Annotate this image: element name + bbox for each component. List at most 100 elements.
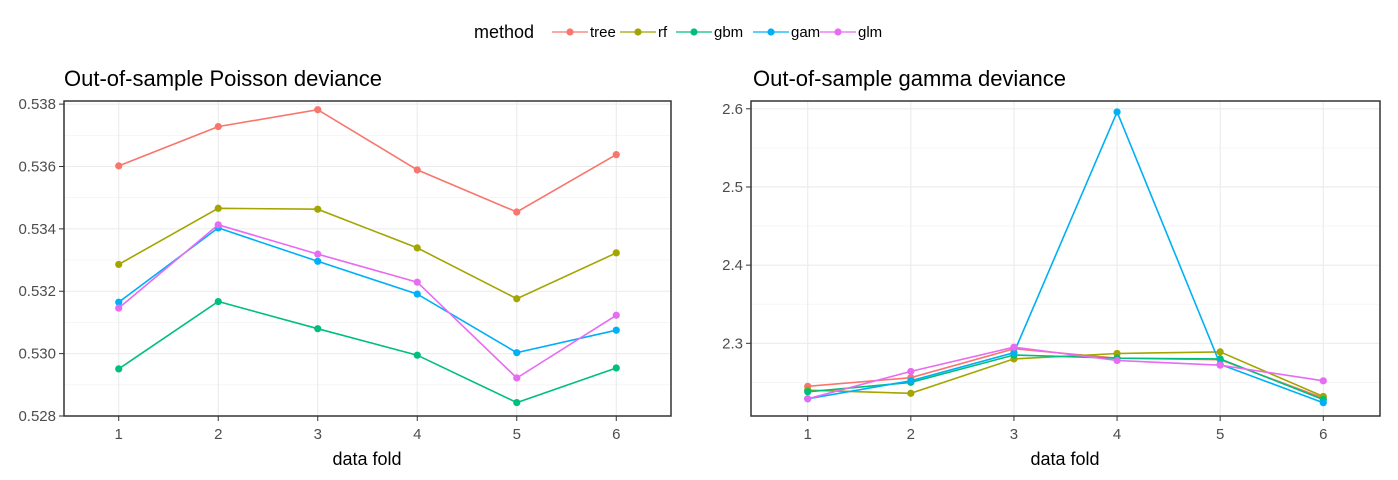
legend-key-point-gam bbox=[767, 28, 775, 36]
x-tick-label: 3 bbox=[314, 426, 322, 443]
data-point-gam bbox=[413, 290, 421, 298]
data-point-rf bbox=[1216, 348, 1224, 356]
data-point-rf bbox=[115, 260, 123, 269]
legend-label-glm: glm bbox=[858, 24, 882, 41]
x-tick-label: 1 bbox=[804, 426, 812, 443]
x-tick-label: 2 bbox=[214, 426, 222, 443]
series-gbm-gamma bbox=[804, 351, 1327, 404]
series-line-tree bbox=[118, 108, 617, 213]
data-point-rf bbox=[513, 295, 521, 303]
gamma-deviance-panel: Out-of-sample gamma deviance data fold 2… bbox=[722, 66, 1381, 469]
y-tick-label: 2.3 bbox=[722, 335, 743, 352]
y-tick-label: 2.4 bbox=[722, 257, 743, 274]
data-point-glm bbox=[1216, 361, 1224, 369]
series-line-gam bbox=[807, 109, 1324, 404]
data-point-gbm bbox=[115, 365, 123, 373]
series-glm-poisson bbox=[115, 221, 620, 382]
y-tick-label: 0.536 bbox=[18, 158, 56, 175]
data-point-glm bbox=[413, 278, 421, 286]
data-point-glm bbox=[1010, 343, 1018, 351]
series-line-gam bbox=[118, 227, 617, 354]
y-tick-label: 0.534 bbox=[18, 221, 56, 238]
panel-border-gamma bbox=[750, 100, 1381, 417]
data-point-rf bbox=[612, 249, 620, 257]
x-tick-label: 3 bbox=[1010, 426, 1018, 443]
y-tick-label: 0.538 bbox=[18, 96, 56, 113]
x-tick-label: 2 bbox=[907, 426, 915, 443]
x-tick-label: 6 bbox=[1319, 426, 1327, 443]
data-point-gbm bbox=[214, 297, 222, 306]
data-point-tree bbox=[612, 151, 620, 159]
data-point-gam bbox=[1319, 399, 1327, 407]
series-line-gbm bbox=[118, 300, 617, 404]
x-tick-label: 6 bbox=[612, 426, 620, 443]
data-point-gbm bbox=[314, 325, 322, 333]
legend-key-point-tree bbox=[566, 28, 574, 36]
legend-label-gbm: gbm bbox=[714, 24, 743, 41]
data-point-glm bbox=[314, 250, 322, 258]
data-point-rf bbox=[314, 205, 322, 213]
y-tick-label: 0.530 bbox=[18, 346, 56, 363]
data-point-gam bbox=[1113, 108, 1121, 116]
chart-title-gamma: Out-of-sample gamma deviance bbox=[753, 66, 1066, 91]
legend-label-gam: gam bbox=[791, 24, 820, 41]
series-gam-poisson bbox=[115, 224, 620, 357]
data-point-glm bbox=[1113, 356, 1121, 365]
data-point-glm bbox=[513, 374, 521, 382]
data-point-gam bbox=[907, 377, 915, 385]
series-line-rf bbox=[118, 207, 617, 300]
series-gam-gamma bbox=[804, 108, 1327, 407]
data-point-tree bbox=[115, 162, 123, 170]
data-point-rf bbox=[214, 204, 222, 212]
data-point-tree bbox=[314, 106, 322, 114]
data-point-gam bbox=[612, 326, 620, 334]
grid-poisson bbox=[64, 101, 671, 417]
data-point-gbm bbox=[804, 388, 812, 396]
data-point-tree bbox=[214, 122, 222, 131]
y-tick-label: 2.6 bbox=[722, 101, 743, 118]
data-point-glm bbox=[115, 304, 123, 312]
grid-gamma bbox=[751, 101, 1380, 416]
y-tick-label: 0.528 bbox=[18, 408, 56, 425]
data-point-tree bbox=[413, 166, 421, 174]
data-point-glm bbox=[612, 311, 620, 319]
x-tick-label: 1 bbox=[115, 426, 123, 443]
series-line-glm bbox=[118, 223, 617, 380]
data-point-glm bbox=[907, 367, 915, 376]
data-point-glm bbox=[214, 221, 222, 229]
chart-title-poisson: Out-of-sample Poisson deviance bbox=[64, 66, 382, 91]
data-point-gam bbox=[513, 349, 521, 357]
data-point-gam bbox=[115, 298, 123, 306]
x-tick-label: 4 bbox=[1113, 426, 1121, 443]
legend: method tree rf gbm gam glm bbox=[474, 22, 882, 42]
legend-title: method bbox=[474, 22, 534, 42]
data-point-rf bbox=[907, 389, 915, 397]
legend-label-tree: tree bbox=[590, 24, 616, 41]
data-point-gam bbox=[1010, 349, 1018, 357]
y-tick-label: 0.532 bbox=[18, 283, 56, 300]
data-point-gbm bbox=[612, 364, 620, 372]
series-gbm-poisson bbox=[115, 297, 620, 407]
x-axis-label-gamma: data fold bbox=[1030, 449, 1099, 469]
data-point-tree bbox=[513, 208, 521, 216]
panel-border-poisson bbox=[63, 100, 672, 417]
y-tick-label: 2.5 bbox=[722, 179, 743, 196]
legend-key-point-gbm bbox=[690, 28, 698, 36]
legend-key-point-glm bbox=[834, 28, 842, 36]
data-point-glm bbox=[804, 395, 812, 403]
legend-label-rf: rf bbox=[658, 24, 668, 41]
x-tick-label: 4 bbox=[413, 426, 421, 443]
data-point-glm bbox=[1319, 377, 1327, 385]
data-point-gbm bbox=[413, 351, 421, 359]
x-tick-label: 5 bbox=[513, 426, 521, 443]
data-point-rf bbox=[413, 244, 421, 252]
series-rf-poisson bbox=[115, 204, 620, 303]
x-axis-label-poisson: data fold bbox=[332, 449, 401, 469]
data-point-gam bbox=[314, 257, 322, 265]
series-line-glm bbox=[807, 346, 1324, 400]
legend-key-point-rf bbox=[634, 28, 642, 36]
x-tick-label: 5 bbox=[1216, 426, 1224, 443]
poisson-deviance-panel: Out-of-sample Poisson deviance data fold… bbox=[18, 66, 672, 469]
series-tree-poisson bbox=[115, 106, 620, 216]
